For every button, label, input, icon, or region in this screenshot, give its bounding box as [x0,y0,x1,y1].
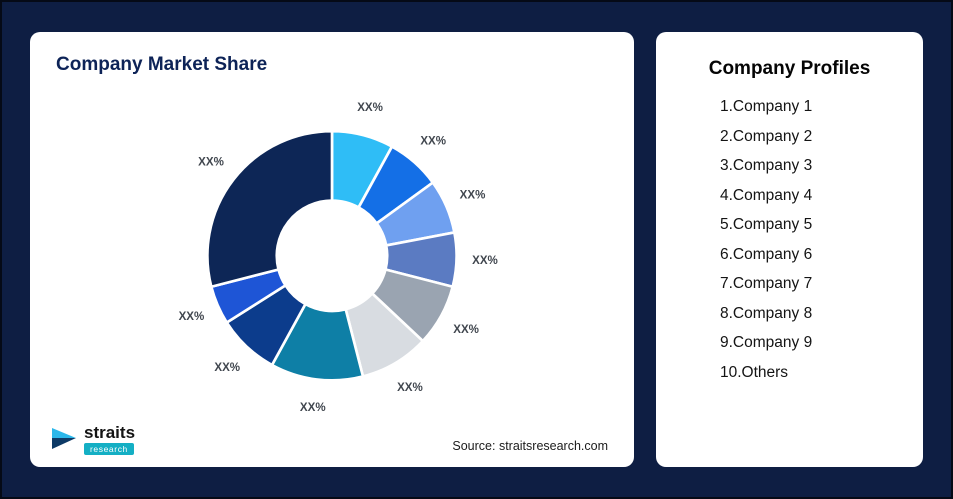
slice-label-company-9: XX% [179,311,205,323]
slice-label-company-4: XX% [472,255,498,267]
straits-logo-icon [52,428,76,450]
company-profiles-list: 1.Company 1 2.Company 2 3.Company 3 4.Compa… [674,98,905,382]
slice-label-others: XX% [198,157,224,169]
company-list-item: 2.Company 2 [720,127,813,145]
donut-segment-others [206,129,334,289]
slice-label-company-1: XX% [357,102,383,114]
slice-label-company-6: XX% [397,382,423,394]
logo-sub: research [84,442,134,455]
company-list-item: 1.Company 1 [720,98,813,115]
company-list-item: 6.Company 6 [720,245,813,263]
company-list-item: 10.Others [720,363,789,381]
company-list-item: 7.Company 7 [720,275,813,292]
profiles-title: Company Profiles [708,58,871,79]
source-text: Source: straitsresearch.com [452,439,608,453]
chart-title: Company Market Share [56,54,268,75]
straits-logo: straits research [50,422,136,455]
company-list-item: 3.Company 3 [720,157,813,174]
slice-label-company-7: XX% [300,402,326,414]
donut-chart: XX% XX% XX% XX% XX% XX% XX% XX% XX% XX% [179,102,498,414]
company-list-item: 4.Company 4 [720,186,813,204]
straits-logo-text: straits research [84,422,136,455]
company-list-item: 8.Company 8 [720,304,813,322]
company-list-item: 9.Company 9 [720,334,813,351]
company-profiles-card: Company Profiles 1.Company 1 2.Company 2 3… [656,32,923,467]
slice-label-company-5: XX% [453,324,479,336]
logo-name: straits [84,422,136,442]
market-share-card: Company Market Share XX% XX% XX% XX% XX% XX% X… [30,32,634,467]
slice-label-company-2: XX% [420,136,446,148]
company-list-item: 5.Company 5 [720,216,813,233]
slice-label-company-8: XX% [214,362,240,374]
slice-label-company-3: XX% [460,190,486,202]
